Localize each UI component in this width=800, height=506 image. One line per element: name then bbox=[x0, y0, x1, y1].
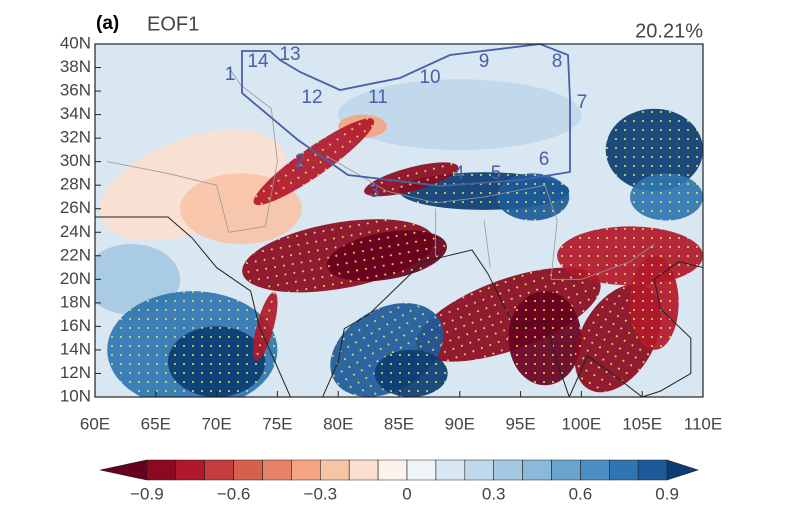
variance-label: 20.21% bbox=[635, 20, 703, 42]
region-label: 2 bbox=[295, 151, 306, 172]
colorbar-segment bbox=[464, 459, 495, 481]
stipple bbox=[364, 162, 459, 197]
colorbar-tick-label: 0.6 bbox=[569, 484, 593, 503]
stipple bbox=[496, 173, 570, 221]
region-label: 12 bbox=[301, 87, 322, 108]
x-tick-label: 75E bbox=[262, 414, 292, 433]
colorbar-segment bbox=[319, 459, 350, 481]
x-tick-label: 95E bbox=[505, 414, 535, 433]
y-tick-label: 22N bbox=[60, 245, 91, 264]
x-tick-label: 105E bbox=[622, 414, 662, 433]
y-tick-label: 30N bbox=[60, 151, 91, 170]
colorbar-segment bbox=[551, 459, 581, 481]
stipple bbox=[167, 326, 266, 397]
region-label: 13 bbox=[279, 44, 300, 65]
y-tick-label: 28N bbox=[60, 175, 91, 194]
field bbox=[95, 44, 703, 397]
y-tick-label: 38N bbox=[60, 57, 91, 76]
colorbar-segment bbox=[146, 459, 177, 481]
colorbar-segment bbox=[666, 459, 699, 481]
border bbox=[325, 155, 655, 280]
y-tick-label: 12N bbox=[60, 363, 91, 382]
coastline bbox=[95, 216, 193, 239]
stipple bbox=[605, 108, 703, 192]
colorbar-tick-label: −0.3 bbox=[304, 484, 338, 503]
colorbar-segment bbox=[493, 459, 523, 481]
colorbar-segment bbox=[175, 459, 205, 481]
region-label: 8 bbox=[552, 51, 563, 72]
region-label: 14 bbox=[247, 51, 269, 72]
x-tick-label: 85E bbox=[384, 414, 414, 433]
colorbar-segment bbox=[522, 459, 552, 481]
y-tick-label: 10N bbox=[60, 386, 91, 405]
colorbar-tick-label: −0.9 bbox=[130, 484, 164, 503]
region-label: 6 bbox=[539, 149, 550, 170]
region-label: 1 bbox=[225, 64, 236, 85]
y-tick-label: 32N bbox=[60, 128, 91, 147]
y-tick-label: 14N bbox=[60, 339, 91, 358]
colorbar-segment bbox=[580, 459, 610, 481]
stipple bbox=[557, 226, 703, 286]
stipple bbox=[374, 349, 448, 397]
region-label: 3 bbox=[369, 181, 380, 202]
region-label: 11 bbox=[368, 87, 388, 108]
panel-label: (a) bbox=[96, 13, 119, 34]
y-tick-label: 18N bbox=[60, 292, 91, 311]
stipple bbox=[630, 173, 703, 221]
y-tick-label: 16N bbox=[60, 316, 91, 335]
colorbar-tick-label: 0 bbox=[402, 484, 411, 503]
x-tick-label: 80E bbox=[323, 414, 353, 433]
region-label: 10 bbox=[419, 67, 440, 88]
x-tick-label: 110E bbox=[684, 414, 722, 433]
colorbar-tick-label: 0.3 bbox=[482, 484, 506, 503]
colorbar-segment bbox=[435, 459, 466, 481]
region-label: 4 bbox=[454, 163, 465, 184]
study-box bbox=[241, 43, 571, 187]
x-tick-label: 70E bbox=[201, 414, 231, 433]
y-tick-label: 34N bbox=[60, 104, 91, 123]
y-tick-label: 24N bbox=[60, 222, 91, 241]
map-title: EOF1 bbox=[147, 13, 199, 35]
y-tick-label: 26N bbox=[60, 198, 91, 217]
colorbar-tick-label: 0.9 bbox=[655, 484, 679, 503]
x-tick-label: 60E bbox=[80, 414, 110, 433]
colorbar-segment bbox=[406, 459, 437, 481]
colorbar-segment bbox=[348, 459, 379, 481]
coastline bbox=[191, 237, 703, 397]
colorbar-segment bbox=[608, 459, 639, 481]
y-tick-label: 20N bbox=[60, 269, 91, 288]
colorbar-segment bbox=[637, 459, 668, 481]
stipple bbox=[253, 118, 375, 206]
region-label: 5 bbox=[491, 163, 502, 184]
colorbar-segment bbox=[99, 459, 148, 481]
stipple bbox=[630, 255, 679, 350]
stipple bbox=[508, 291, 582, 386]
x-tick-label: 65E bbox=[141, 414, 171, 433]
colorbar-segment bbox=[204, 459, 234, 481]
colorbar-segment bbox=[291, 459, 321, 481]
x-tick-label: 90E bbox=[445, 414, 475, 433]
colorbar-tick-label: −0.6 bbox=[217, 484, 251, 503]
colorbar-segment bbox=[262, 459, 292, 481]
field-patch bbox=[338, 79, 582, 150]
colorbar-segment bbox=[377, 459, 408, 481]
region-label: 7 bbox=[577, 92, 588, 113]
border bbox=[483, 220, 491, 268]
colorbar-segment bbox=[233, 459, 263, 481]
region-label: 9 bbox=[479, 51, 490, 72]
border bbox=[107, 67, 278, 233]
stipple bbox=[252, 292, 278, 361]
y-tick-label: 36N bbox=[60, 81, 91, 100]
y-tick-label: 40N bbox=[60, 33, 91, 52]
x-tick-label: 100E bbox=[562, 414, 602, 433]
